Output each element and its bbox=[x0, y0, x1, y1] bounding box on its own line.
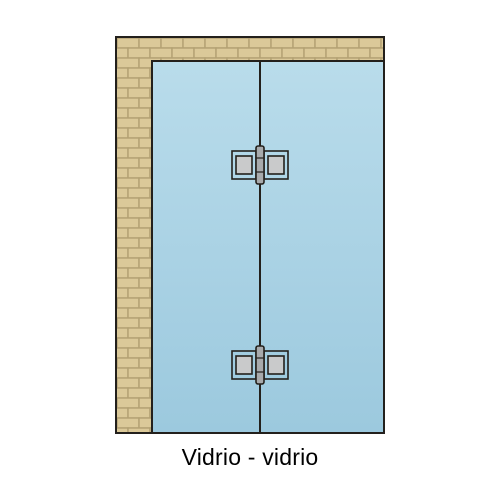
hinge-bottom bbox=[231, 344, 289, 386]
caption: Vidrio - vidrio bbox=[182, 444, 319, 471]
hinge-top bbox=[231, 144, 289, 186]
door-diagram bbox=[115, 36, 385, 434]
